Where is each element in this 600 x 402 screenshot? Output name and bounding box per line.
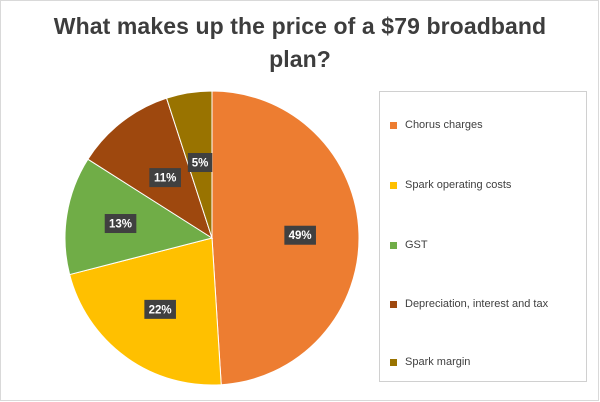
- pie-slice-depreciation-interest-and-tax: [87, 97, 213, 240]
- data-label-box: [284, 225, 316, 245]
- legend-item-spark-operating-costs: Spark operating costs: [390, 177, 511, 193]
- legend-swatch: [390, 121, 397, 129]
- legend-swatch: [390, 358, 397, 366]
- data-label-text: 11%: [154, 173, 176, 185]
- data-label-text: 49%: [289, 230, 312, 242]
- legend-swatch: [390, 300, 397, 308]
- legend-item-depreciation-interest-and-tax: Depreciation, interest and tax: [390, 296, 548, 312]
- data-label-box: [187, 153, 213, 173]
- legend-item-chorus-charges: Chorus charges: [390, 117, 483, 133]
- data-label-chorus-charges: 49%: [284, 225, 316, 245]
- legend-label: GST: [405, 239, 428, 251]
- legend-label: Spark operating costs: [405, 179, 512, 191]
- legend-label: Chorus charges: [405, 119, 483, 131]
- legend-swatch: [390, 181, 397, 189]
- legend-item-spark-margin: Spark margin: [390, 354, 470, 370]
- data-label-box: [144, 299, 176, 319]
- data-label-spark-margin: 5%: [187, 153, 213, 173]
- data-label-depreciation-interest-and-tax: 11%: [149, 168, 181, 188]
- data-label-spark-operating-costs: 22%: [144, 299, 176, 319]
- data-label-gst: 13%: [104, 214, 137, 234]
- legend-item-gst: GST: [390, 237, 428, 253]
- data-label-text: 13%: [109, 219, 132, 231]
- data-label-box: [149, 168, 181, 188]
- legend-swatch: [390, 241, 397, 249]
- legend: Chorus charges Spark operating costs GST De…: [379, 91, 587, 382]
- chart-title: What makes up the price of a $79 broadba…: [40, 10, 560, 76]
- legend-label: Spark margin: [405, 356, 471, 368]
- data-label-text: 5%: [192, 158, 209, 170]
- legend-label: Depreciation, interest and tax: [405, 298, 549, 310]
- chart-title-line-2: plan?: [269, 46, 331, 72]
- data-label-text: 22%: [149, 304, 172, 316]
- chart-title-line-1: What makes up the price of a $79 broadba…: [53, 13, 547, 39]
- data-label-box: [104, 214, 137, 234]
- pie-slice-gst: [64, 158, 214, 276]
